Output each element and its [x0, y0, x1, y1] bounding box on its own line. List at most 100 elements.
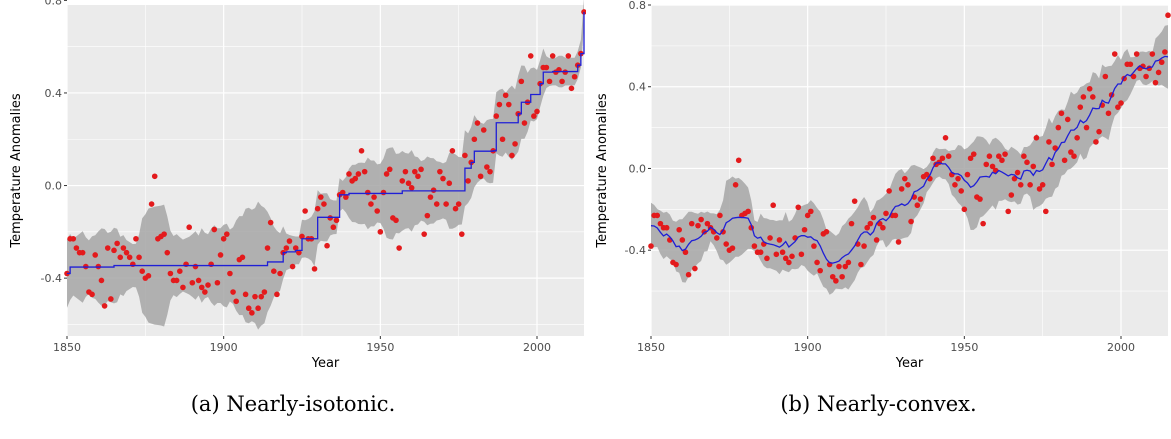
chart-b-data-point [880, 224, 886, 231]
chart-b-data-point [861, 243, 867, 249]
chart-a-data-point [440, 175, 446, 182]
chart-b-data-point [839, 273, 845, 280]
chart-b-data-point [945, 153, 952, 159]
chart-b-data-point [917, 196, 924, 202]
chart-a-data-point [205, 282, 211, 288]
chart-a-data-point [192, 263, 199, 270]
chart-b-data-point [1077, 104, 1084, 110]
chart-a-y-tick-label: -0.4 [41, 272, 62, 285]
chart-a-x-tick-label: 2000 [523, 341, 551, 354]
chart-a-data-point [255, 305, 261, 312]
chart-a-y-tick-label: 0.0 [45, 180, 63, 193]
chart-a-data-point [446, 180, 453, 187]
chart-a-data-point [239, 254, 246, 261]
chart-a-y-tick-label: 0.8 [45, 0, 63, 7]
chart-a-data-point [321, 201, 327, 207]
chart-a-data-point [164, 249, 171, 256]
chart-b-data-point [1043, 208, 1049, 215]
chart-b-data-point [989, 163, 996, 170]
chart-a-data-point [405, 180, 412, 187]
chart-b-data-point [773, 251, 780, 258]
chart-b-data-point [1011, 175, 1018, 182]
chart-a-data-point [365, 189, 371, 196]
chart-b-data-point [1083, 124, 1090, 131]
chart-b-y-tick-label: -0.4 [625, 244, 646, 257]
chart-b-data-point [704, 220, 711, 227]
chart-b-data-point [1149, 51, 1156, 57]
chart-a-data-point [89, 291, 95, 298]
chart-b-y-tick-label: 0.4 [629, 81, 647, 94]
chart-a-data-point [139, 268, 145, 274]
chart-b-data-point [1064, 116, 1071, 123]
chart-a-data-point [386, 166, 393, 173]
chart-b-data-point [845, 259, 852, 266]
chart-b-x-tick-label: 1950 [950, 341, 978, 354]
chart-b-data-point [986, 153, 993, 159]
chart-b-data-point [1005, 208, 1011, 215]
chart-a-data-point [126, 254, 133, 261]
chart-b-data-point [1074, 135, 1080, 141]
chart-a-data-point [292, 245, 299, 251]
chart-b-x-axis-title: Year [895, 356, 924, 371]
chart-b-x-tick-label: 1900 [794, 341, 822, 354]
chart-b-data-point [833, 278, 839, 284]
chart-a-data-point [462, 152, 468, 159]
chart-a-data-point [258, 293, 265, 300]
chart-a-data-point [186, 224, 192, 231]
chart-b-data-point [745, 208, 751, 215]
chart-b-data-point [1096, 128, 1102, 135]
chart-b-data-point [1102, 73, 1109, 80]
chart-a-data-point [101, 303, 108, 309]
chart-a-data-point [117, 254, 124, 261]
chart-b-data-point [883, 210, 889, 217]
chart-b-y-axis-title: Temperature Anomalies [595, 93, 610, 248]
chart-b-data-point [851, 198, 858, 204]
chart-a-data-point [565, 53, 572, 59]
chart-a-data-point [224, 231, 230, 237]
chart-b-data-point [999, 157, 1005, 164]
chart-b-data-point [692, 265, 698, 272]
chart-b-data-point [970, 151, 977, 157]
chart-b-data-point [811, 243, 817, 249]
chart-a-data-point [177, 268, 183, 274]
chart-a-data-point [195, 277, 202, 284]
chart-a-data-point [148, 201, 155, 207]
chart-b-data-point [786, 259, 792, 266]
chart-a-data-point [421, 231, 428, 237]
chart-b-data-point [958, 188, 964, 194]
chart-b-data-point [767, 235, 773, 241]
chart-b-y-tick-label: 0.0 [629, 162, 647, 175]
chart-b-data-point [695, 222, 701, 229]
chart-b-data-point [682, 249, 689, 256]
chart-b-data-point [892, 212, 899, 219]
chart-b-data-point [776, 237, 783, 243]
chart-a-data-point [408, 185, 415, 191]
chart-a-data-point [339, 189, 346, 196]
chart-b-data-point [1002, 151, 1008, 157]
chart-b-data-point [789, 253, 795, 260]
chart-a-data-point [289, 263, 296, 270]
chart-b-data-point [654, 212, 661, 219]
chart-a-fit-line [67, 11, 585, 275]
chart-a-data-point [161, 231, 167, 237]
chart-b-data-point [939, 155, 946, 162]
chart-b-data-point [955, 175, 961, 182]
chart-a-data-point [274, 291, 280, 298]
chart-b-data-point [1058, 110, 1065, 117]
chart-b-data-point [714, 235, 720, 241]
chart-a-data-point [180, 284, 186, 291]
chart-b-data-point [952, 182, 958, 188]
chart-b-data-point [996, 153, 1002, 159]
chart-b-data-point [1090, 94, 1096, 100]
chart-a-data-point [437, 168, 443, 175]
chart-a-x-axis-title: Year [311, 356, 340, 371]
chart-b-data-point [1046, 139, 1052, 145]
chart-b-data-point [848, 220, 855, 227]
chart-a-data-point [424, 212, 431, 219]
chart-a-data-point [227, 270, 233, 277]
chart-b-data-point [1152, 79, 1159, 86]
chart-a-data-point [427, 194, 434, 200]
chart-a-data-point [377, 229, 384, 235]
chart-a-data-point [271, 268, 277, 274]
chart-a-data-point [443, 201, 449, 207]
